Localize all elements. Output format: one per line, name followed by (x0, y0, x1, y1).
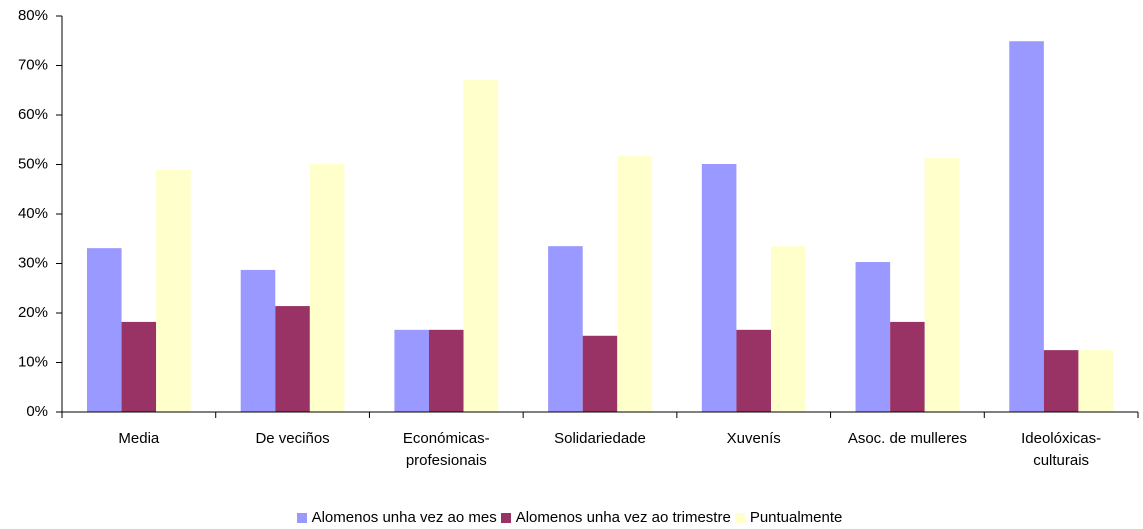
legend-swatch (296, 512, 307, 523)
bar (890, 321, 925, 412)
bar (582, 335, 618, 412)
bar (121, 321, 157, 412)
bar (394, 329, 429, 412)
bar (463, 79, 499, 412)
y-tick-label: 20% (18, 304, 48, 321)
x-tick-label: Económicas- profesionais (402, 430, 490, 469)
legend-item: Puntualmente (734, 509, 843, 526)
bar (275, 306, 310, 412)
x-tick-label: Ideolóxicas- culturais (1021, 430, 1102, 469)
bar (309, 164, 345, 412)
bar (1078, 350, 1114, 412)
y-tick-label: 10% (18, 353, 48, 370)
bar (240, 269, 276, 412)
y-tick-label: 70% (18, 56, 48, 73)
y-tick-label: 30% (18, 254, 48, 271)
legend-label: Puntualmente (749, 509, 843, 526)
legend-label: Alomenos unha vez ao mes (311, 509, 497, 526)
bar (548, 246, 583, 412)
x-tick-label: Solidariedade (554, 430, 646, 447)
bar (156, 169, 191, 412)
bar (86, 248, 122, 412)
legend-label: Alomenos unha vez ao trimestre (515, 509, 731, 526)
bar (771, 246, 806, 412)
y-tick-label: 60% (18, 106, 48, 123)
bar (617, 156, 652, 412)
bar (924, 158, 960, 412)
y-tick-label: 80% (18, 7, 48, 24)
x-tick-label: Xuvenís (726, 430, 781, 447)
bar (736, 329, 772, 412)
bar (1009, 41, 1044, 413)
legend-swatch (734, 512, 745, 523)
x-tick-label: Media (118, 430, 160, 447)
y-tick-label: 0% (26, 403, 48, 420)
x-tick-label: De veciños (255, 430, 330, 447)
legend: Alomenos unha vez ao mes Alomenos unha ve… (0, 509, 1143, 526)
legend-swatch (500, 512, 511, 523)
bar (701, 164, 737, 412)
legend-item: Alomenos unha vez ao mes (296, 509, 497, 526)
bar (855, 262, 891, 412)
x-tick-label: Asoc. de mulleres (847, 430, 968, 447)
legend-item: Alomenos unha vez ao trimestre (500, 509, 731, 526)
bar (428, 329, 464, 412)
y-tick-label: 50% (18, 155, 48, 172)
bar (1043, 350, 1079, 412)
y-tick-label: 40% (18, 205, 48, 222)
